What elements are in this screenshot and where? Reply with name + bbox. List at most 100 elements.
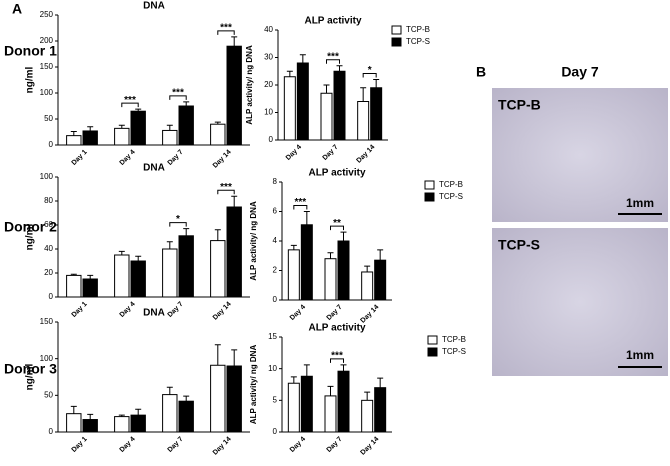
y-tick-label: 100 <box>40 88 54 97</box>
y-tick-label: 50 <box>44 114 53 123</box>
scale-label: 1mm <box>626 348 654 362</box>
legend-swatch <box>424 180 435 190</box>
bar <box>178 105 194 146</box>
bar <box>296 62 309 141</box>
y-tick-label: 150 <box>40 317 54 326</box>
error-bar <box>135 108 142 112</box>
chart-title: ALP activity <box>304 16 361 27</box>
error-bar <box>70 130 77 136</box>
x-tick-label: Day 7 <box>326 304 344 322</box>
error-bar <box>327 252 334 259</box>
x-tick-label: Day 14 <box>212 436 233 457</box>
y-tick-label: 0 <box>269 135 274 144</box>
significance-label: *** <box>124 95 136 106</box>
error-bar <box>166 241 173 249</box>
legend-swatch <box>391 37 402 47</box>
error-bar <box>377 377 384 388</box>
error-bar <box>118 414 125 417</box>
error-bar <box>183 101 190 106</box>
error-bar <box>214 121 221 125</box>
legend-label: TCP-S <box>442 347 466 356</box>
error-bar <box>286 70 293 77</box>
y-tick-label: 40 <box>264 25 273 34</box>
error-bar <box>214 229 221 241</box>
significance-bracket <box>330 358 344 363</box>
significance-label: *** <box>172 87 184 98</box>
bar <box>226 45 242 146</box>
bar <box>324 395 337 433</box>
bar <box>300 224 313 301</box>
bar <box>114 416 130 433</box>
y-tick-label: 0 <box>273 295 278 304</box>
error-bar <box>118 124 125 129</box>
x-tick-label: Day 14 <box>212 301 233 322</box>
y-tick-label: 0 <box>49 427 54 436</box>
y-tick-label: 80 <box>44 196 53 205</box>
bar <box>178 400 194 433</box>
error-bar <box>214 344 221 366</box>
bar <box>162 129 178 146</box>
error-bar <box>231 195 238 207</box>
error-bar <box>166 124 173 131</box>
error-bar <box>336 65 343 72</box>
bar <box>333 70 346 141</box>
y-tick-label: 100 <box>40 354 54 363</box>
significance-bracket <box>330 225 344 231</box>
significance-bracket <box>169 95 187 100</box>
chart-title: DNA <box>143 308 165 319</box>
error-bar <box>323 84 330 94</box>
error-bar <box>340 231 347 241</box>
legend-label: TCP-B <box>439 180 463 189</box>
bar <box>357 101 370 141</box>
error-bar <box>377 249 384 261</box>
chart-title: DNA <box>143 1 165 12</box>
y-tick-label: 100 <box>40 172 54 181</box>
bar <box>130 260 146 298</box>
significance-label: *** <box>331 351 343 362</box>
x-tick-label: Day 7 <box>167 301 185 319</box>
error-bar <box>166 386 173 395</box>
bar <box>162 248 178 298</box>
y-tick-label: 200 <box>40 36 54 45</box>
bar <box>226 206 242 298</box>
bar <box>130 414 146 433</box>
donor-label: Donor 1 <box>4 43 57 59</box>
bar <box>287 382 300 433</box>
x-tick-label: Day 1 <box>71 301 89 319</box>
significance-label: *** <box>220 22 232 33</box>
bar <box>82 130 98 146</box>
y-tick-label: 250 <box>40 10 54 19</box>
chart-title: DNA <box>143 163 165 174</box>
bar <box>82 419 98 433</box>
bar <box>320 92 333 141</box>
bar <box>337 240 350 301</box>
y-axis-label: ng/ml <box>25 223 36 250</box>
significance-bracket <box>217 30 235 35</box>
error-bar <box>118 250 125 255</box>
legend-swatch <box>427 347 438 357</box>
error-bar <box>364 391 371 401</box>
y-tick-label: 2 <box>273 266 278 275</box>
significance-label: * <box>176 214 180 225</box>
x-tick-label: Day 4 <box>289 436 307 454</box>
bar <box>374 259 387 301</box>
bar <box>361 271 374 301</box>
y-tick-label: 4 <box>273 236 278 245</box>
bar <box>300 375 313 433</box>
bar <box>287 249 300 301</box>
x-tick-label: Day 4 <box>119 301 137 319</box>
y-tick-label: 50 <box>44 390 53 399</box>
error-bar <box>135 255 142 261</box>
x-tick-label: Day 7 <box>326 436 344 454</box>
bar <box>66 274 82 298</box>
legend-swatch <box>427 335 438 345</box>
y-tick-label: 10 <box>268 364 277 373</box>
significance-label: * <box>368 65 372 76</box>
legend-label: TCP-B <box>442 335 466 344</box>
legend-swatch <box>391 25 402 35</box>
bar <box>162 394 178 433</box>
x-tick-label: Day 7 <box>322 144 340 162</box>
y-tick-label: 10 <box>264 108 273 117</box>
chart-title: ALP activity <box>308 168 365 179</box>
y-tick-label: 30 <box>264 53 273 62</box>
